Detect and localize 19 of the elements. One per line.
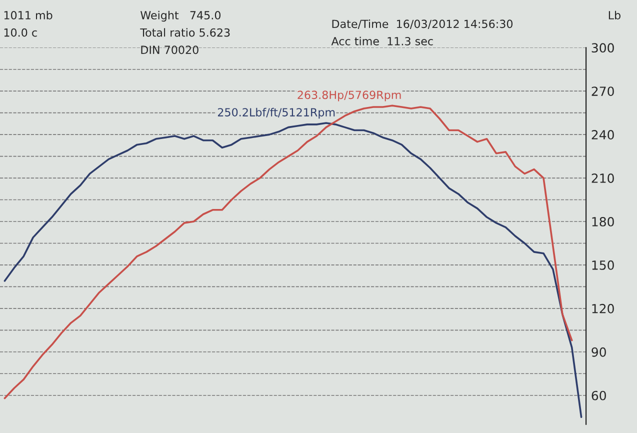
y-tick-label: 300: [592, 43, 614, 53]
text: 10.0 c: [4, 28, 37, 37]
y-tick-label: 180: [592, 216, 614, 226]
text: Total ratio 5.623: [140, 28, 230, 37]
y-tick-label: 60: [592, 390, 606, 400]
y-tick-label: 210: [592, 174, 614, 183]
y-axis-title: Lb: [608, 10, 620, 20]
y-tick-label: 270: [592, 86, 614, 96]
annotation: 263.8Hp/5769Rpm: [298, 90, 401, 102]
annotation: 250.2Lbf/ft/5121Rpm: [218, 108, 335, 119]
text: 1011 mb: [4, 10, 52, 20]
annotation: DIN 70020: [141, 46, 198, 54]
text: Date/Time 16/03/2012 14:56:30: [332, 19, 513, 29]
y-tick-label: 120: [592, 304, 614, 314]
text: Acc time 11.3 sec: [331, 36, 433, 46]
y-tick-label: 150: [592, 260, 614, 270]
y-tick-label: 90: [592, 347, 606, 357]
text: Weight 745.0: [140, 10, 221, 22]
y-tick-label: 240: [592, 130, 614, 140]
